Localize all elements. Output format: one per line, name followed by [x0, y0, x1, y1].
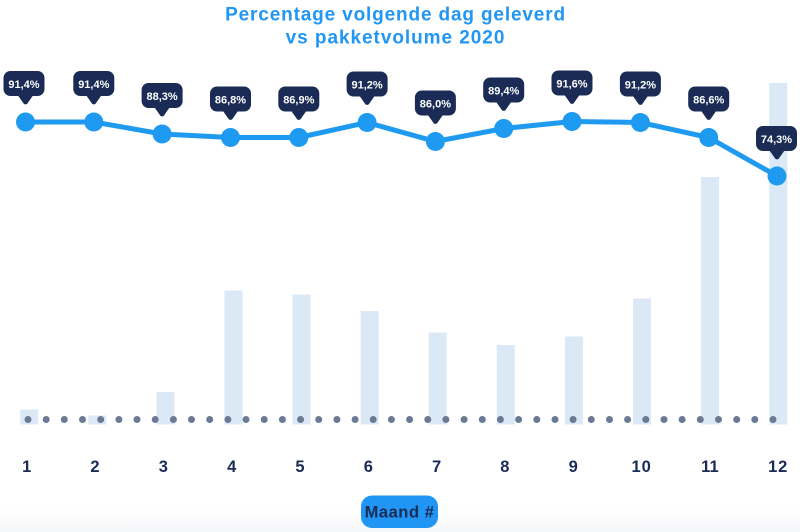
svg-text:9: 9 [569, 458, 578, 476]
svg-text:10: 10 [632, 458, 652, 476]
svg-text:89,4%: 89,4% [488, 86, 519, 98]
svg-text:91,2%: 91,2% [351, 80, 382, 92]
svg-text:86,8%: 86,8% [215, 95, 246, 107]
svg-text:3: 3 [159, 458, 168, 476]
svg-text:8: 8 [500, 458, 509, 476]
svg-text:12: 12 [768, 458, 788, 476]
svg-text:5: 5 [295, 458, 304, 476]
svg-text:2: 2 [90, 458, 99, 476]
svg-text:7: 7 [432, 458, 441, 476]
svg-text:74,3%: 74,3% [761, 134, 792, 146]
svg-text:vs pakketvolume 2020: vs pakketvolume 2020 [286, 28, 506, 49]
svg-text:88,3%: 88,3% [146, 91, 177, 103]
svg-text:86,9%: 86,9% [283, 95, 314, 107]
svg-text:86,6%: 86,6% [693, 95, 724, 107]
svg-text:91,4%: 91,4% [78, 79, 109, 91]
svg-text:86,0%: 86,0% [420, 99, 451, 111]
svg-text:Percentage volgende dag geleve: Percentage volgende dag geleverd [225, 5, 566, 26]
svg-text:6: 6 [364, 458, 373, 476]
svg-text:91,6%: 91,6% [556, 79, 587, 91]
svg-text:91,2%: 91,2% [625, 80, 656, 92]
svg-text:4: 4 [227, 458, 237, 476]
svg-text:91,4%: 91,4% [8, 79, 39, 91]
svg-text:1: 1 [22, 458, 31, 476]
svg-text:11: 11 [701, 458, 718, 476]
svg-text:Maand #: Maand # [365, 504, 435, 522]
